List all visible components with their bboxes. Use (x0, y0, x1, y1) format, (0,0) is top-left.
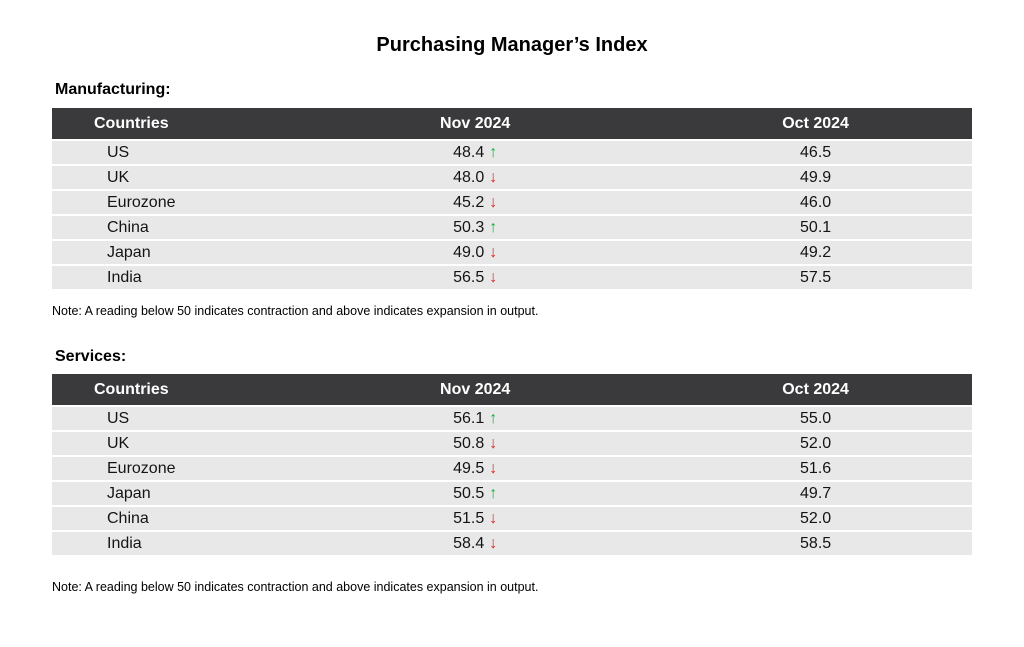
oct-value-cell: 55.0 (659, 406, 972, 432)
trend-up-icon: ↑ (489, 409, 498, 427)
nov-value: 49.5 (453, 459, 485, 477)
trend-up-icon: ↑ (489, 484, 498, 502)
country-cell: US (52, 406, 292, 432)
nov-value: 48.4 (453, 143, 485, 161)
oct-value-cell: 46.0 (659, 190, 972, 216)
trend-down-icon: ↓ (489, 534, 498, 552)
oct-value-cell: 49.7 (659, 481, 972, 507)
nov-value: 48.0 (453, 168, 485, 186)
trend-down-icon: ↓ (489, 434, 498, 452)
country-cell: Japan (52, 481, 292, 507)
trend-up-icon: ↑ (489, 143, 498, 161)
trend-down-icon: ↓ (489, 193, 498, 211)
services-table: Countries Nov 2024 Oct 2024 US 56.1 ↑ 55.… (52, 374, 972, 557)
nov-value-cell: 50.3 ↑ (291, 215, 660, 241)
services-section-label: Services: (55, 348, 127, 365)
nov-value-cell: 49.5 ↓ (291, 456, 660, 482)
column-header-nov-2024: Nov 2024 (291, 108, 660, 141)
trend-down-icon: ↓ (489, 243, 498, 261)
table-row: US 48.4 ↑ 46.5 (52, 140, 972, 166)
table-row: India 56.5 ↓ 57.5 (52, 265, 972, 291)
column-header-oct-2024: Oct 2024 (659, 108, 972, 141)
nov-value: 58.4 (453, 534, 485, 552)
trend-up-icon: ↑ (489, 218, 498, 236)
nov-value: 45.2 (453, 193, 485, 211)
table-row: India 58.4 ↓ 58.5 (52, 531, 972, 557)
nov-value: 56.1 (453, 409, 485, 427)
nov-value-cell: 50.5 ↑ (291, 481, 660, 507)
nov-value-cell: 45.2 ↓ (291, 190, 660, 216)
oct-value-cell: 49.9 (659, 165, 972, 191)
country-cell: China (52, 215, 292, 241)
country-cell: India (52, 265, 292, 291)
nov-value: 49.0 (453, 243, 485, 261)
table-row: US 56.1 ↑ 55.0 (52, 406, 972, 432)
oct-value-cell: 51.6 (659, 456, 972, 482)
nov-value-cell: 56.1 ↑ (291, 406, 660, 432)
nov-value: 51.5 (453, 509, 485, 527)
nov-value: 50.5 (453, 484, 485, 502)
column-header-countries: Countries (52, 374, 292, 407)
oct-value-cell: 50.1 (659, 215, 972, 241)
oct-value-cell: 52.0 (659, 506, 972, 532)
column-header-countries: Countries (52, 108, 292, 141)
nov-value-cell: 48.4 ↑ (291, 140, 660, 166)
country-cell: US (52, 140, 292, 166)
country-cell: UK (52, 431, 292, 457)
trend-down-icon: ↓ (489, 268, 498, 286)
country-cell: India (52, 531, 292, 557)
header-row: Countries Nov 2024 Oct 2024 (52, 108, 972, 141)
manufacturing-table: Countries Nov 2024 Oct 2024 US 48.4 ↑ 46.… (52, 108, 972, 291)
oct-value-cell: 57.5 (659, 265, 972, 291)
table-row: Japan 49.0 ↓ 49.2 (52, 240, 972, 266)
country-cell: Japan (52, 240, 292, 266)
country-cell: China (52, 506, 292, 532)
nov-value-cell: 58.4 ↓ (291, 531, 660, 557)
nov-value-cell: 56.5 ↓ (291, 265, 660, 291)
nov-value-cell: 49.0 ↓ (291, 240, 660, 266)
table-row: Eurozone 49.5 ↓ 51.6 (52, 456, 972, 482)
column-header-nov-2024: Nov 2024 (291, 374, 660, 407)
table-row: Japan 50.5 ↑ 49.7 (52, 481, 972, 507)
trend-down-icon: ↓ (489, 459, 498, 477)
nov-value: 50.8 (453, 434, 485, 452)
table-row: Eurozone 45.2 ↓ 46.0 (52, 190, 972, 216)
country-cell: Eurozone (52, 190, 292, 216)
country-cell: Eurozone (52, 456, 292, 482)
manufacturing-table-header: Countries Nov 2024 Oct 2024 (52, 108, 972, 141)
nov-value: 56.5 (453, 268, 485, 286)
country-cell: UK (52, 165, 292, 191)
nov-value-cell: 48.0 ↓ (291, 165, 660, 191)
manufacturing-section-label: Manufacturing: (55, 81, 171, 98)
nov-value-cell: 50.8 ↓ (291, 431, 660, 457)
services-table-header: Countries Nov 2024 Oct 2024 (52, 374, 972, 407)
oct-value-cell: 46.5 (659, 140, 972, 166)
header-row: Countries Nov 2024 Oct 2024 (52, 374, 972, 407)
table-row: UK 50.8 ↓ 52.0 (52, 431, 972, 457)
table-row: UK 48.0 ↓ 49.9 (52, 165, 972, 191)
oct-value-cell: 58.5 (659, 531, 972, 557)
oct-value-cell: 52.0 (659, 431, 972, 457)
table-row: China 51.5 ↓ 52.0 (52, 506, 972, 532)
trend-down-icon: ↓ (489, 168, 498, 186)
manufacturing-note: Note: A reading below 50 indicates contr… (52, 304, 539, 318)
nov-value: 50.3 (453, 218, 485, 236)
trend-down-icon: ↓ (489, 509, 498, 527)
oct-value-cell: 49.2 (659, 240, 972, 266)
table-row: China 50.3 ↑ 50.1 (52, 215, 972, 241)
nov-value-cell: 51.5 ↓ (291, 506, 660, 532)
services-note: Note: A reading below 50 indicates contr… (52, 580, 539, 594)
page-title: Purchasing Manager’s Index (376, 34, 648, 56)
column-header-oct-2024: Oct 2024 (659, 374, 972, 407)
